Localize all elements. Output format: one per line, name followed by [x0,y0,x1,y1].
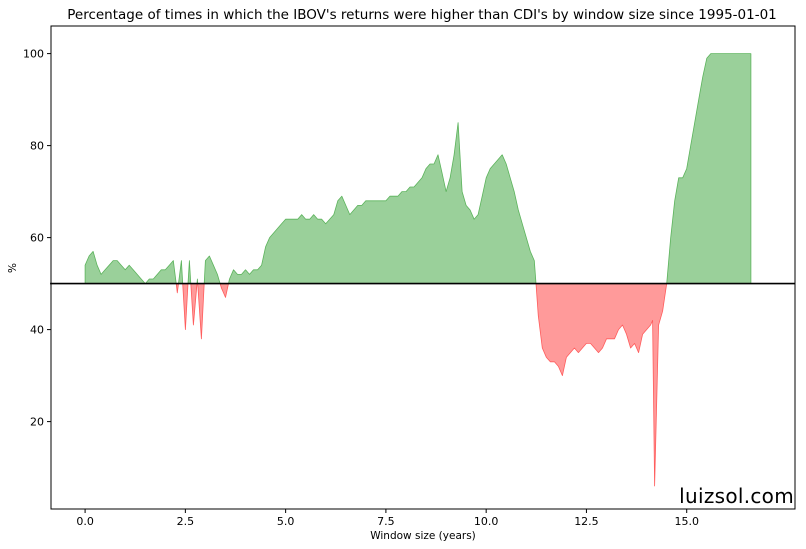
x-tick-label: 7.5 [377,515,395,528]
y-axis-label: % [7,263,19,273]
y-tick-label: 100 [23,48,44,61]
y-tick-label: 20 [30,416,44,429]
x-tick-label: 12.5 [574,515,599,528]
x-axis-label: Window size (years) [370,530,476,542]
x-tick-label: 10.0 [474,515,499,528]
x-axis: 0.0 2.5 5.0 7.5 10.0 12.5 15.0 [76,509,699,528]
watermark-text: luizsol.com [679,484,794,508]
x-tick-label: 0.0 [76,515,94,528]
area-below-baseline [84,283,752,487]
x-tick-label: 5.0 [277,515,295,528]
plot-area [50,53,795,487]
y-axis: 20 40 60 80 100 [23,48,51,429]
chart-title: Percentage of times in which the IBOV's … [67,7,777,23]
y-tick-label: 40 [30,324,44,337]
area-above-baseline [84,53,752,285]
y-tick-label: 80 [30,140,44,153]
y-tick-label: 60 [30,232,44,245]
plot-frame [50,25,796,510]
x-tick-label: 2.5 [177,515,195,528]
x-tick-label: 15.0 [674,515,699,528]
